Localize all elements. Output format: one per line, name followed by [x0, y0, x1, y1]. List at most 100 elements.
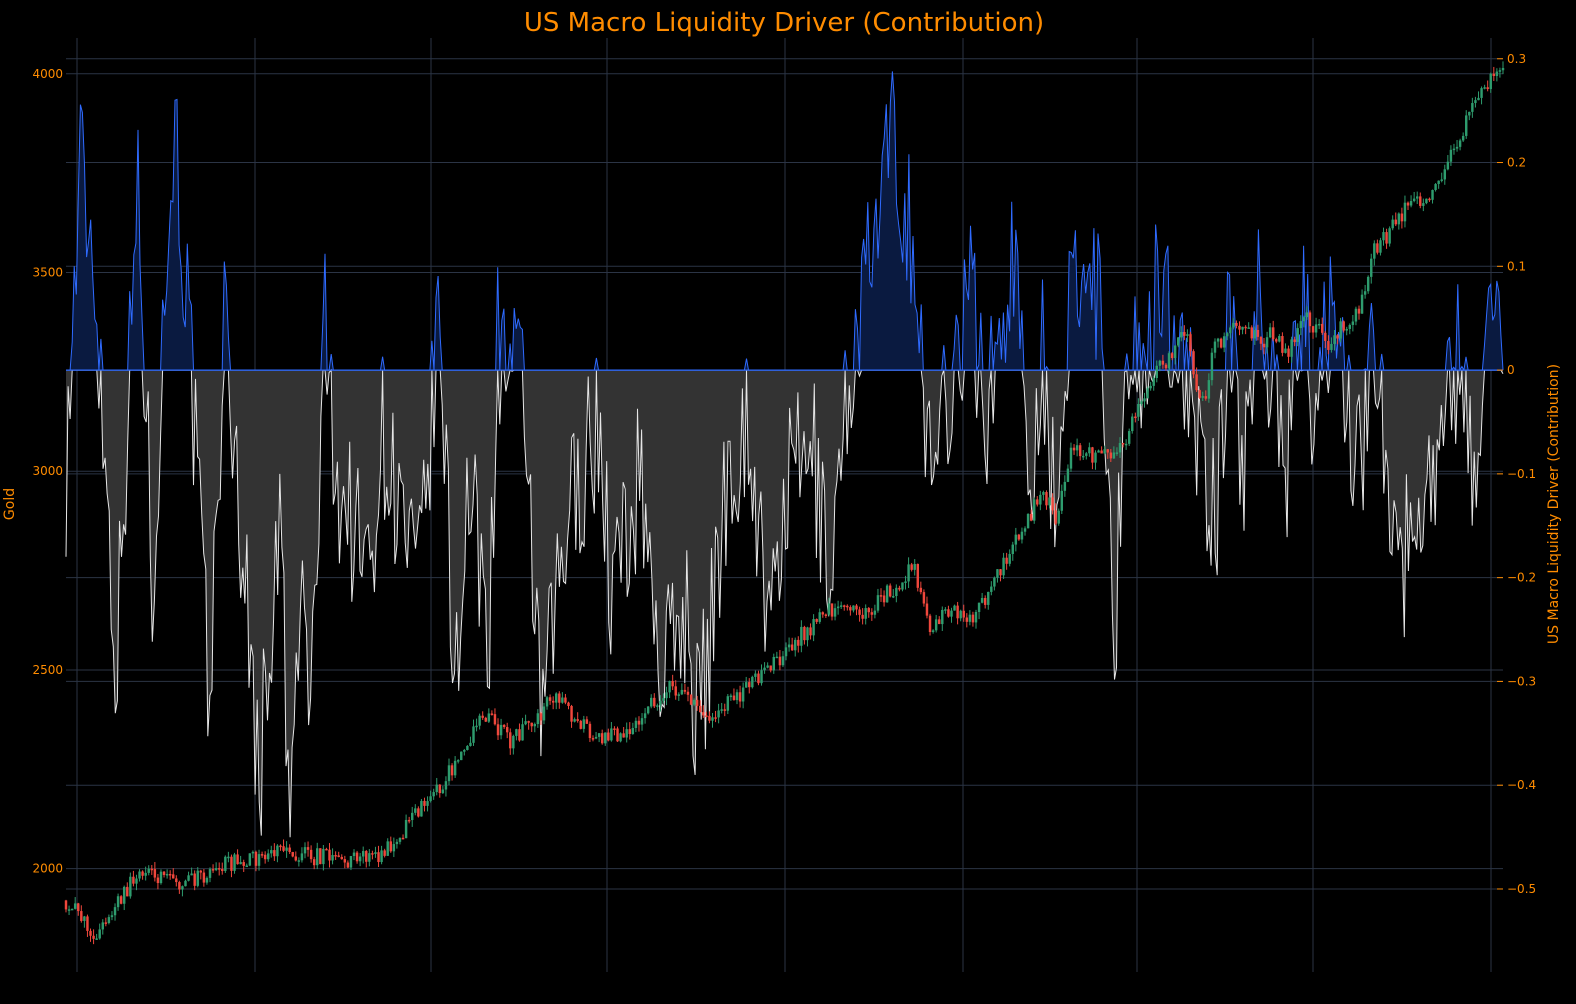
gold-candle-body [1477, 97, 1480, 101]
gold-candle-body [1354, 308, 1358, 322]
gold-candle-body [306, 847, 310, 850]
gold-candle-body [417, 808, 420, 817]
gold-candle-body [803, 626, 806, 641]
gold-candle-body [659, 700, 662, 706]
gold-candle-body [879, 595, 883, 597]
gold-candle-body [380, 850, 383, 863]
gold-candle-body [475, 725, 478, 728]
gold-candle-body [916, 564, 920, 588]
gold-candle-body [92, 935, 95, 939]
gold-candle-body [1296, 328, 1299, 343]
gold-candle-body [122, 886, 126, 904]
gold-candle-body [637, 720, 641, 725]
gold-candle-body [1422, 203, 1425, 206]
gold-candle-body [1241, 326, 1244, 330]
gold-candle-body [1262, 343, 1266, 348]
gold-candle-body [285, 847, 288, 851]
gold-candle-body [291, 852, 294, 857]
gold-candle-body [1078, 445, 1082, 457]
gold-candle-body [1066, 468, 1070, 482]
gold-candle-body [892, 596, 895, 598]
gold-candle-body [1020, 531, 1024, 540]
gold-candle-body [600, 733, 604, 744]
gold-candle-body [1275, 339, 1278, 342]
gold-candle-body [401, 837, 405, 840]
right-tick-label: −0.2 [1507, 571, 1536, 585]
gold-candle-body [1247, 327, 1250, 329]
gold-candle-body [205, 877, 209, 883]
gold-candle-body [469, 742, 472, 746]
gold-candle-body [1131, 416, 1134, 432]
gold-candle-body [769, 665, 772, 671]
gold-candle-body [1226, 333, 1229, 337]
gold-candle-body [245, 865, 248, 868]
gold-candle-body [974, 611, 978, 623]
gold-candle-body [214, 868, 218, 871]
gold-candle-body [1268, 327, 1272, 338]
left-tick-label: 4000 [32, 67, 63, 81]
gold-candle-body [861, 614, 864, 619]
gold-candle-body [444, 781, 448, 790]
gold-candle-body [953, 605, 956, 611]
gold-candle-body [1465, 115, 1468, 136]
gold-candle-body [843, 605, 846, 607]
gold-candle-body [536, 713, 540, 725]
gold-candle-body [827, 603, 831, 615]
gold-candle-body [141, 871, 144, 876]
gold-candle-body [512, 735, 515, 749]
gold-candle-body [1256, 329, 1260, 337]
gold-candle-body [1400, 213, 1404, 222]
right-tick-label: 0.3 [1507, 52, 1526, 66]
gold-candle-body [478, 715, 481, 726]
gold-candle-body [1137, 404, 1140, 417]
gold-candle-body [279, 845, 282, 848]
gold-candle-body [876, 595, 880, 611]
gold-candle-body [132, 876, 135, 884]
gold-candle-body [993, 577, 996, 587]
gold-candle-body [1232, 322, 1235, 328]
gold-candle-body [705, 715, 708, 717]
right-tick-label: 0.2 [1507, 156, 1526, 170]
gold-candle-body [760, 670, 763, 684]
gold-candle-body [432, 792, 435, 797]
gold-candle-body [1363, 291, 1367, 295]
gold-candle-body [1103, 449, 1106, 454]
gold-candle-body [576, 719, 579, 721]
gold-candle-body [1023, 528, 1027, 532]
gold-candle-body [1244, 326, 1247, 329]
gold-candle-body [1060, 490, 1064, 511]
gold-candle-body [113, 907, 117, 916]
gold-candle-body [1189, 334, 1192, 352]
gold-candle-body [1002, 557, 1005, 576]
gold-candle-body [824, 614, 828, 616]
gold-candle-body [1210, 352, 1214, 381]
gold-candle-body [962, 610, 965, 618]
gold-candle-body [588, 723, 592, 739]
gold-candle-body [230, 856, 233, 871]
gold-candle-body [1339, 321, 1342, 339]
right-tick-label: −0.3 [1507, 674, 1536, 688]
gold-candle-body [680, 689, 684, 695]
gold-candle-body [527, 721, 530, 723]
gold-candle-body [1091, 447, 1094, 463]
gold-candle-body [165, 873, 169, 876]
gold-candle-body [463, 749, 466, 752]
gold-candle-body [692, 699, 696, 705]
gold-candle-body [987, 591, 990, 605]
gold-candle-body [337, 855, 340, 857]
gold-candle-body [1461, 135, 1465, 141]
gold-candle-body [1118, 442, 1122, 453]
gold-candle-body [999, 569, 1002, 576]
gold-candle-body [361, 851, 365, 857]
gold-candle-body [821, 612, 825, 615]
gold-candle-body [1299, 321, 1303, 329]
gold-candle-body [790, 644, 794, 651]
gold-candle-body [266, 853, 270, 860]
gold-candle-body [1106, 449, 1109, 453]
gold-candle-body [977, 602, 981, 612]
gold-candle-body [184, 880, 187, 887]
gold-candle-body [717, 710, 720, 718]
gold-candle-body [502, 724, 506, 728]
gold-candle-body [619, 733, 622, 742]
gold-candle-body [217, 868, 221, 870]
